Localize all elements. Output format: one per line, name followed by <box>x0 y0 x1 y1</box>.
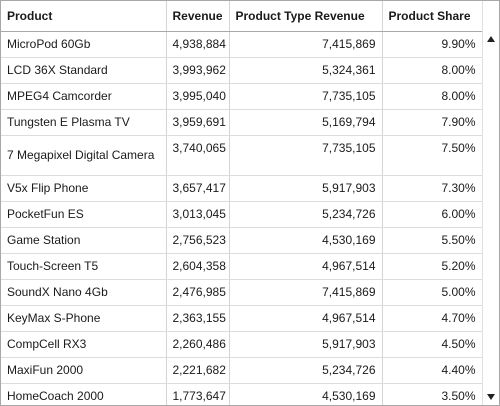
table-row: V5x Flip Phone 3,657,417 5,917,903 7.30% <box>1 175 483 202</box>
cell-product: CompCell RX3 <box>1 331 167 358</box>
table-row: HomeCoach 2000 1,773,647 4,530,169 3.50% <box>1 383 483 405</box>
table-row: SoundX Nano 4Gb 2,476,985 7,415,869 5.00… <box>1 279 483 306</box>
table-row: KeyMax S-Phone 2,363,155 4,967,514 4.70% <box>1 305 483 332</box>
table-row: CompCell RX3 2,260,486 5,917,903 4.50% <box>1 331 483 358</box>
column-header-revenue[interactable]: Revenue <box>166 1 230 32</box>
cell-product-share: 4.40% <box>382 357 483 384</box>
cell-product-type-revenue: 4,967,514 <box>229 253 383 280</box>
triangle-down-icon[interactable] <box>483 389 499 405</box>
cell-revenue: 3,657,417 <box>166 175 230 202</box>
table-row: MicroPod 60Gb 4,938,884 7,415,869 9.90% <box>1 31 483 58</box>
cell-revenue: 2,756,523 <box>166 227 230 254</box>
cell-revenue: 3,013,045 <box>166 201 230 228</box>
vertical-scrollbar[interactable] <box>482 1 499 405</box>
product-revenue-table: Product Revenue Product Type Revenue Pro… <box>1 1 483 405</box>
table-header-row: Product Revenue Product Type Revenue Pro… <box>1 1 483 32</box>
cell-product-type-revenue: 7,415,869 <box>229 279 383 306</box>
table-row: Game Station 2,756,523 4,530,169 5.50% <box>1 227 483 254</box>
cell-product-type-revenue: 7,735,105 <box>229 135 383 176</box>
cell-product-share: 7.90% <box>382 109 483 136</box>
table-row: LCD 36X Standard 3,993,962 5,324,361 8.0… <box>1 57 483 84</box>
cell-product: Game Station <box>1 227 167 254</box>
cell-product: SoundX Nano 4Gb <box>1 279 167 306</box>
cell-product: HomeCoach 2000 <box>1 383 167 405</box>
cell-product-share: 9.90% <box>382 31 483 58</box>
cell-product: 7 Megapixel Digital Camera <box>1 135 167 176</box>
cell-product: MPEG4 Camcorder <box>1 83 167 110</box>
cell-product-share: 8.00% <box>382 57 483 84</box>
cell-product: Touch-Screen T5 <box>1 253 167 280</box>
cell-product-type-revenue: 5,324,361 <box>229 57 383 84</box>
cell-product-type-revenue: 5,169,794 <box>229 109 383 136</box>
table-row: 7 Megapixel Digital Camera 3,740,065 7,7… <box>1 135 483 176</box>
cell-revenue: 4,938,884 <box>166 31 230 58</box>
cell-product-share: 7.30% <box>382 175 483 202</box>
cell-product-type-revenue: 7,735,105 <box>229 83 383 110</box>
scrollbar-track[interactable] <box>487 49 495 379</box>
table-row: PocketFun ES 3,013,045 5,234,726 6.00% <box>1 201 483 228</box>
cell-revenue: 3,959,691 <box>166 109 230 136</box>
cell-product-share: 3.50% <box>382 383 483 405</box>
cell-product: V5x Flip Phone <box>1 175 167 202</box>
cell-revenue: 2,221,682 <box>166 357 230 384</box>
cell-product-share: 7.50% <box>382 135 483 176</box>
cell-product: MaxiFun 2000 <box>1 357 167 384</box>
cell-product-type-revenue: 5,917,903 <box>229 175 383 202</box>
cell-product-share: 8.00% <box>382 83 483 110</box>
table-row: MaxiFun 2000 2,221,682 5,234,726 4.40% <box>1 357 483 384</box>
cell-product-share: 5.00% <box>382 279 483 306</box>
cell-revenue: 3,740,065 <box>166 135 230 176</box>
cell-product-share: 5.20% <box>382 253 483 280</box>
cell-product-share: 6.00% <box>382 201 483 228</box>
cell-revenue: 2,260,486 <box>166 331 230 358</box>
cell-product: PocketFun ES <box>1 201 167 228</box>
cell-product-share: 5.50% <box>382 227 483 254</box>
cell-revenue: 2,476,985 <box>166 279 230 306</box>
cell-product-type-revenue: 5,234,726 <box>229 201 383 228</box>
cell-revenue: 3,995,040 <box>166 83 230 110</box>
cell-product-type-revenue: 4,530,169 <box>229 383 383 405</box>
cell-product-type-revenue: 7,415,869 <box>229 31 383 58</box>
table-row: Tungsten E Plasma TV 3,959,691 5,169,794… <box>1 109 483 136</box>
column-header-product[interactable]: Product <box>1 1 167 32</box>
table-row: MPEG4 Camcorder 3,995,040 7,735,105 8.00… <box>1 83 483 110</box>
column-header-product-share[interactable]: Product Share <box>382 1 483 32</box>
triangle-up-icon[interactable] <box>483 31 499 47</box>
cell-product-share: 4.50% <box>382 331 483 358</box>
cell-product-type-revenue: 4,967,514 <box>229 305 383 332</box>
cell-product: KeyMax S-Phone <box>1 305 167 332</box>
table-row: Touch-Screen T5 2,604,358 4,967,514 5.20… <box>1 253 483 280</box>
cell-product-type-revenue: 5,234,726 <box>229 357 383 384</box>
cell-product-type-revenue: 4,530,169 <box>229 227 383 254</box>
cell-revenue: 1,773,647 <box>166 383 230 405</box>
cell-product-type-revenue: 5,917,903 <box>229 331 383 358</box>
cell-product-share: 4.70% <box>382 305 483 332</box>
cell-revenue: 2,604,358 <box>166 253 230 280</box>
cell-revenue: 3,993,962 <box>166 57 230 84</box>
cell-revenue: 2,363,155 <box>166 305 230 332</box>
cell-product: LCD 36X Standard <box>1 57 167 84</box>
column-header-product-type-revenue[interactable]: Product Type Revenue <box>229 1 383 32</box>
cell-product: Tungsten E Plasma TV <box>1 109 167 136</box>
cell-product: MicroPod 60Gb <box>1 31 167 58</box>
